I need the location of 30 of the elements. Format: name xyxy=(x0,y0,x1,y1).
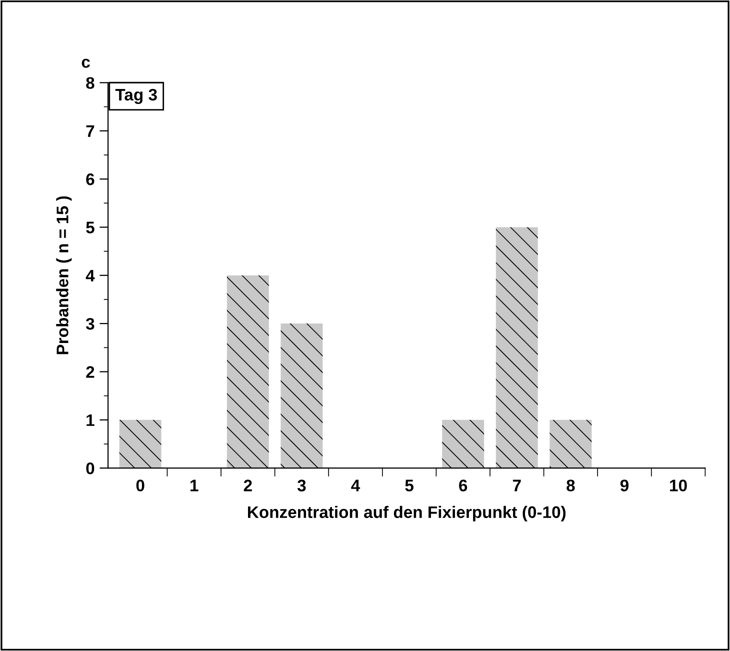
y-tick-label: 2 xyxy=(86,366,94,378)
x-tick-label: 8 xyxy=(566,480,575,492)
chart-title: Tag 3 xyxy=(115,88,157,104)
x-axis-title: Konzentration auf den Fixierpunkt (0-10) xyxy=(248,506,566,522)
bar xyxy=(119,420,162,468)
y-tick-label: 3 xyxy=(86,318,94,330)
y-tick-label: 7 xyxy=(86,125,94,137)
y-axis-title: Probanden ( n = 15 ) xyxy=(56,196,72,354)
y-tick-label: 8 xyxy=(86,77,94,89)
bar xyxy=(226,275,269,468)
x-tick-label: 3 xyxy=(297,480,306,492)
bar xyxy=(496,227,538,468)
y-tick-label: 5 xyxy=(86,222,94,234)
text: c xyxy=(82,58,90,68)
x-tick-label: 2 xyxy=(244,480,252,492)
x-tick-label: 0 xyxy=(136,480,144,492)
x-tick-label: 10 xyxy=(670,480,687,492)
x-tick-label: 5 xyxy=(405,480,414,492)
x-tick-label: 9 xyxy=(620,480,628,492)
y-tick-label: 1 xyxy=(86,414,94,426)
bar xyxy=(280,324,323,468)
y-tick-label: 4 xyxy=(86,270,95,282)
x-tick-label: 6 xyxy=(459,480,468,492)
bar xyxy=(442,420,484,468)
x-tick-label: 4 xyxy=(351,480,360,492)
x-tick-label: 7 xyxy=(512,480,521,492)
y-tick-label: 0 xyxy=(86,462,94,474)
bar xyxy=(550,420,592,468)
x-tick-label: 1 xyxy=(190,480,198,492)
y-tick-label: 6 xyxy=(86,173,94,186)
